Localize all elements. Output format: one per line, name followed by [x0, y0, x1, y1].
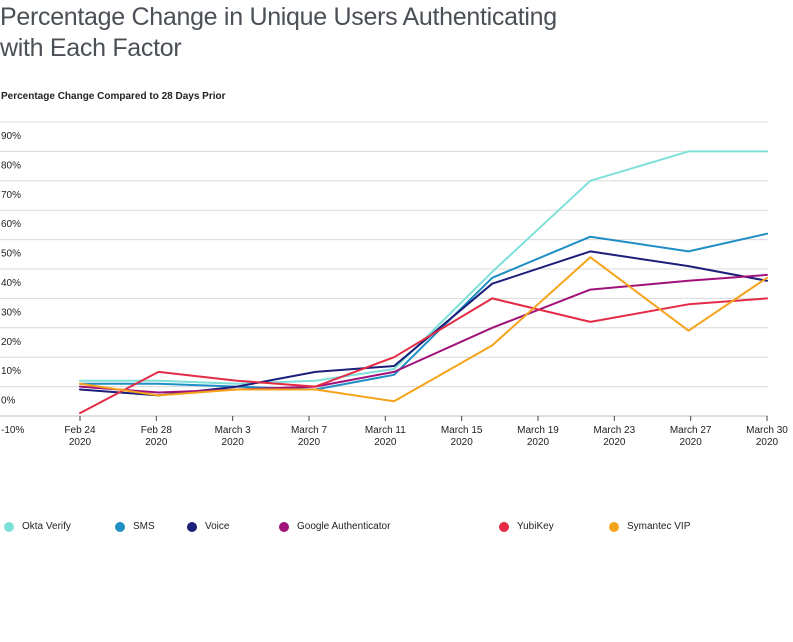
chart-subtitle: Percentage Change Compared to 28 Days Pr…	[1, 91, 226, 102]
legend-item: Okta Verify	[4, 521, 71, 532]
legend-swatch	[499, 521, 509, 532]
x-tick-label: March 19	[517, 425, 559, 436]
x-tick-label: March 7	[291, 425, 328, 436]
legend-item: YubiKey	[499, 521, 554, 532]
x-tick-year: 2020	[603, 437, 626, 448]
legend-item: Google Authenticator	[279, 521, 390, 532]
x-tick-label: March 11	[365, 425, 406, 436]
legend-item: Voice	[187, 521, 229, 532]
y-tick-label: 30%	[1, 307, 21, 318]
x-tick-label: March 27	[670, 425, 712, 436]
x-tick-label: March 15	[441, 425, 483, 436]
x-tick-year: 2020	[451, 437, 474, 448]
x-tick-year: 2020	[145, 437, 168, 448]
series-line-symantec-vip	[79, 256, 768, 403]
x-tick-year: 2020	[374, 437, 397, 448]
y-tick-label: 20%	[1, 337, 21, 348]
y-tick-label: 90%	[1, 131, 21, 142]
line-chart: 90% 80% 70% 60% 50% 40% 30% 20% 10% 0% -10% Feb 24…	[0, 121, 788, 448]
series-lines	[79, 150, 768, 415]
x-tick-year: 2020	[69, 437, 92, 448]
y-tick-label: 60%	[1, 219, 21, 230]
legend-swatch	[4, 521, 14, 532]
legend-label: SMS	[133, 521, 155, 532]
series-line-sms	[79, 232, 768, 391]
y-tick-label: 10%	[1, 366, 21, 377]
legend-label: Google Authenticator	[297, 521, 391, 532]
series-line-google-authenticator	[79, 273, 768, 394]
x-tick-year: 2020	[680, 437, 703, 448]
x-tick-label: March 3	[215, 425, 252, 436]
legend-swatch	[187, 521, 197, 532]
y-tick-label: 0%	[1, 396, 16, 407]
x-tick-label: Feb 28	[141, 425, 173, 436]
x-tick-year: 2020	[527, 437, 550, 448]
y-tick-label: -10%	[1, 425, 24, 436]
x-tick-year: 2020	[222, 437, 245, 448]
legend-item: Symantec VIP	[609, 521, 690, 532]
x-tick-label: March 30	[746, 425, 788, 436]
legend-swatch	[279, 521, 289, 532]
grid-lines	[0, 121, 768, 417]
legend-label: Symantec VIP	[627, 521, 691, 532]
legend-swatch	[115, 521, 125, 532]
x-tick-label: Feb 24	[64, 425, 96, 436]
y-tick-label: 70%	[1, 190, 21, 201]
y-tick-label: 40%	[1, 278, 21, 289]
legend-swatch	[609, 521, 619, 532]
y-tick-label: 50%	[1, 249, 21, 260]
x-tick-label: March 23	[593, 425, 635, 436]
series-line-okta-verify	[79, 150, 768, 385]
chart-title: Percentage Change in Unique Users Authen…	[0, 3, 557, 62]
x-tick-year: 2020	[756, 437, 779, 448]
legend-label: Okta Verify	[22, 521, 71, 532]
chart-legend: Okta Verify SMS Voice Google Authenticator Y…	[4, 521, 789, 537]
y-tick-label: 80%	[1, 160, 21, 171]
legend-label: YubiKey	[517, 521, 554, 532]
legend-label: Voice	[205, 521, 230, 532]
y-axis-ticks: 90% 80% 70% 60% 50% 40% 30% 20% 10% 0% -10%	[1, 131, 24, 436]
series-line-yubikey	[79, 297, 768, 415]
legend-item: SMS	[115, 521, 155, 532]
x-tick-year: 2020	[298, 437, 321, 448]
